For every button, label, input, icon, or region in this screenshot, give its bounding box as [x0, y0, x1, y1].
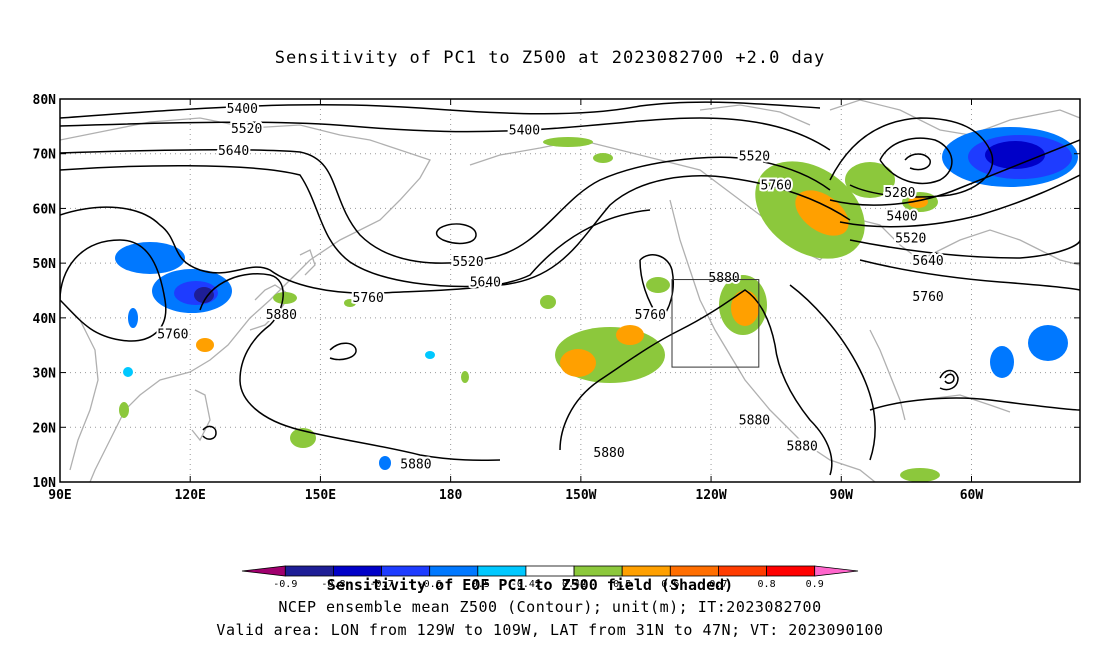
coastlines: [60, 99, 1080, 482]
lon-axis-labels: 90E 120E 150E 180 150W 120W 90W 60W: [48, 488, 983, 503]
colorbar-tick-label: -0.42: [511, 579, 541, 590]
plot-frame: [59, 98, 1081, 483]
z500-contours: [60, 101, 1080, 476]
colorbar-segment: [429, 565, 479, 577]
lon-label: 90W: [830, 488, 854, 503]
contour-label: 5640: [218, 144, 249, 159]
contour-label: 5520: [452, 255, 483, 270]
lon-label: 60W: [960, 488, 984, 503]
lon-label: 150W: [565, 488, 596, 503]
colorbar-segment: [333, 565, 382, 577]
colorbar-segment: [669, 565, 719, 577]
colorbar-tick-label: 0.6: [661, 579, 679, 590]
contour-label: 5880: [593, 446, 624, 461]
colorbar-end-left: [241, 565, 286, 577]
lon-label: 180: [439, 488, 463, 503]
lat-label: 70N: [33, 148, 57, 163]
contour-label: 5520: [739, 149, 770, 164]
contour-label: 5400: [227, 102, 258, 117]
contour-label: 5880: [708, 271, 739, 286]
valid-area-box: [671, 279, 760, 368]
lat-label: 80N: [33, 93, 57, 108]
colorbar-end-right: [814, 565, 859, 577]
colorbar-segment: [477, 565, 527, 577]
contour-label: 5400: [509, 124, 540, 139]
contour-labels: 5400 5400 5520 5640 5520 5760 5280 5400 5520 5640…: [155, 100, 946, 475]
lon-label: 90E: [48, 488, 71, 503]
colorbar-segment: [284, 565, 334, 577]
contour-label: 5760: [761, 178, 792, 193]
contour-label: 5880: [739, 414, 770, 429]
contour-label: 5760: [635, 308, 666, 323]
colorbar-tick-label: -0.5: [466, 579, 490, 590]
colorbar-tick-label: 0.7: [709, 579, 727, 590]
contour-label: 5520: [895, 232, 926, 247]
colorbar-tick-label: 0.42: [562, 579, 586, 590]
grid-lines: [60, 99, 1080, 482]
contour-label: 5280: [884, 186, 915, 201]
colorbar-segment: [381, 565, 431, 577]
lat-label: 40N: [33, 312, 57, 327]
lat-label: 10N: [33, 476, 57, 491]
colorbar-tick-label: -0.6: [418, 579, 442, 590]
contour-label: 5400: [886, 210, 917, 225]
lat-label: 20N: [33, 421, 57, 436]
contour-label: 5880: [400, 457, 431, 472]
lat-label: 30N: [33, 367, 57, 382]
colorbar-segment: [718, 565, 767, 577]
axis-ticks: [59, 98, 1080, 483]
colorbar-segment: [573, 565, 623, 577]
colorbar-segment: [525, 565, 575, 577]
colorbar-tick-label: -0.8: [321, 579, 345, 590]
lon-label: 120E: [175, 488, 206, 503]
contour-label: 5760: [157, 327, 188, 342]
colorbar-label: Sensitivity of EOF PC1 to Z500 field (Sh…: [327, 576, 733, 594]
contour-label: 5760: [912, 290, 943, 305]
lat-axis-labels: 80N 70N 60N 50N 40N 30N 20N 10N: [33, 93, 57, 491]
contour-label: 5640: [912, 254, 943, 269]
contour-label: 5880: [266, 308, 297, 323]
colorbar-tick-label: 0.8: [758, 579, 776, 590]
colorbar-tick-label: 0.5: [613, 579, 631, 590]
contour-label: 5760: [353, 291, 384, 306]
lon-label: 150E: [305, 488, 336, 503]
colorbar-tick-label: 0.9: [806, 579, 824, 590]
colorbar-segment: [766, 565, 816, 577]
map-title: Sensitivity of PC1 to Z500 at 2023082700…: [274, 48, 826, 68]
lat-label: 50N: [33, 257, 57, 272]
contour-label: 5640: [470, 275, 501, 290]
caption-valid-area: Valid area: LON from 129W to 109W, LAT f…: [216, 621, 884, 639]
colorbar-tick-label: -0.7: [370, 579, 394, 590]
caption-contour: NCEP ensemble mean Z500 (Contour); unit(…: [278, 598, 822, 616]
lat-label: 60N: [33, 202, 57, 217]
colorbar: -0.9 -0.8 -0.7 -0.6 -0.5 -0.42 0.42 0.5 0.6 0.7 0.…: [241, 565, 859, 590]
contour-label: 5520: [231, 122, 262, 137]
colorbar-segment: [621, 565, 671, 577]
colorbar-tick-label: -0.9: [273, 579, 297, 590]
lon-label: 120W: [695, 488, 726, 503]
contour-label: 5880: [787, 439, 818, 454]
